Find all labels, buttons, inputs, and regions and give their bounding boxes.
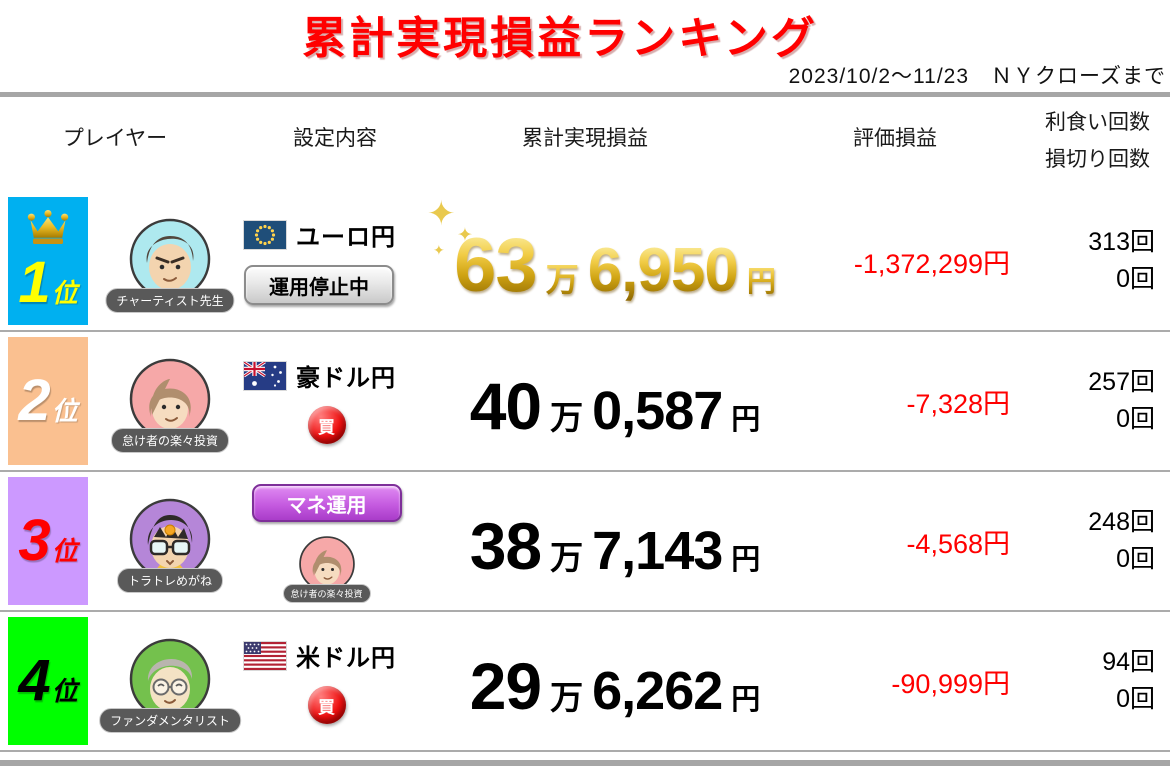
avatar-label: チャーティスト先生 [105,287,235,313]
header-realized-pl: 累計実現損益 [522,127,648,150]
take-profit-count: 94回 [1102,648,1155,676]
rank-badge: 1 位 [8,197,88,325]
stop-status-button[interactable]: 運用停止中 [244,265,394,305]
buy-badge: 買 [307,686,346,724]
take-profit-count: 257回 [1088,368,1155,396]
rank-badge: 3 位 [8,477,88,605]
header-valuation-pl: 評価損益 [853,127,937,150]
rank-number: 2 [18,368,51,433]
amount-yen-unit: 円 [731,544,761,576]
page-title: 累計実現損益ランキング [302,14,818,63]
valuation-pl-value: -7,328円 [906,388,1010,419]
amount-yen-unit: 円 [747,258,776,300]
eu-flag-icon [244,220,286,249]
counts-cell: 248回 0回 [1005,472,1155,610]
player-cell: トラトレめがね [100,472,240,610]
pair-label: ユーロ円 [296,224,396,251]
australia-flag-icon [244,361,286,390]
settings-cell: マネ運用 怠け者の楽々投資 [244,472,409,610]
amount-man-unit: 万 [550,539,584,576]
amount-man: 38 [469,509,542,583]
amount-yen-unit: 円 [731,684,761,716]
stop-loss-count: 0回 [1116,685,1155,713]
settings-cell: 米ドル円 買 [244,612,409,750]
us-flag-icon [244,641,286,670]
amount-sub: 0,587 [592,381,723,441]
valuation-pl-value: -90,999円 [891,668,1010,699]
amount-man-unit: 万 [546,253,579,301]
header-counts: 利食い回数 損切り回数 [1000,104,1150,178]
player-cell: チャーティスト先生 [100,192,240,330]
rank-suffix: 位 [51,676,78,706]
take-profit-count: 248回 [1088,508,1155,536]
rank-suffix: 位 [51,396,78,426]
valuation-pl-value: -1,372,299円 [853,248,1010,279]
mini-avatar [298,536,355,592]
amount-value: 29 万 6,262 円 [470,643,761,719]
amount-man: 40 [469,369,542,443]
counts-cell: 313回 0回 [1005,192,1155,330]
mimic-run-button[interactable]: マネ運用 [251,484,402,522]
table-row: 3 位 [0,472,1170,612]
amount-sub: 6,262 [592,661,723,721]
header-stop-loss: 損切り回数 [1045,148,1150,171]
period-label: 2023/10/2～11/23 ＮＹクローズまで [788,65,1166,88]
stop-loss-count: 0回 [1116,405,1155,433]
settings-cell: 豪ドル円 買 [244,332,409,470]
pair-label: 米ドル円 [296,645,396,672]
rank-number: 4 [18,648,51,713]
avatar-label: 怠け者の楽々投資 [110,427,230,453]
avatar [129,218,211,299]
stop-loss-count: 0回 [1116,545,1155,573]
counts-cell: 94回 0回 [1005,612,1155,750]
avatar-label: ファンダメンタリスト [99,707,241,733]
realized-pl-cell: 29 万 6,262 円 [405,612,825,750]
rank-suffix: 位 [51,278,78,308]
amount-value: 40 万 0,587 円 [470,363,761,439]
realized-pl-cell: ✦ ✦ ✦ 63 万 6,950 円 [405,192,825,330]
rank-number: 3 [18,508,51,573]
amount-man-unit: 万 [550,399,584,436]
header-player: プレイヤー [62,127,168,150]
stop-loss-count: 0回 [1116,265,1155,293]
realized-pl-cell: 38 万 7,143 円 [405,472,825,610]
amount-sub: 7,143 [592,521,723,581]
realized-pl-cell: 40 万 0,587 円 [405,332,825,470]
header-divider [0,92,1170,97]
settings-cell: ユーロ円 運用停止中 [244,192,409,330]
amount-man: 63 [454,223,538,308]
pair-label: 豪ドル円 [296,365,396,392]
amount-man: 29 [469,649,542,723]
avatar-label: トラトレめがね [116,567,224,593]
rank-badge: 4 位 [8,617,88,745]
amount-sub: 6,950 [587,236,739,305]
amount-value: 38 万 7,143 円 [470,503,761,579]
rank-suffix: 位 [51,536,78,566]
table-row: 2 位 怠け者の楽々投資 [0,332,1170,472]
header-take-profit: 利食い回数 [1045,111,1150,134]
footer-divider [0,760,1170,766]
counts-cell: 257回 0回 [1005,332,1155,470]
mini-avatar-label: 怠け者の楽々投資 [282,584,371,603]
crown-icon [27,210,69,245]
player-cell: 怠け者の楽々投資 [100,332,240,470]
take-profit-count: 313回 [1088,228,1155,256]
table-row: 1 位 チャーティスト先生 [0,192,1170,332]
sparkles-icon: ✦ ✦ ✦ [427,195,473,258]
buy-badge: 買 [307,406,346,444]
amount-value: 63 万 6,950 円 [454,218,776,304]
rank-number: 1 [18,250,51,315]
player-cell: ファンダメンタリスト [99,612,241,750]
amount-yen-unit: 円 [731,404,761,436]
avatar [129,498,211,579]
valuation-pl-value: -4,568円 [906,528,1010,559]
header-settings: 設定内容 [293,127,377,150]
amount-man-unit: 万 [550,679,584,716]
ranking-table: 1 位 チャーティスト先生 [0,192,1170,752]
rank-badge: 2 位 [8,337,88,465]
table-row: 4 位 ファンダメンタリスト [0,612,1170,752]
